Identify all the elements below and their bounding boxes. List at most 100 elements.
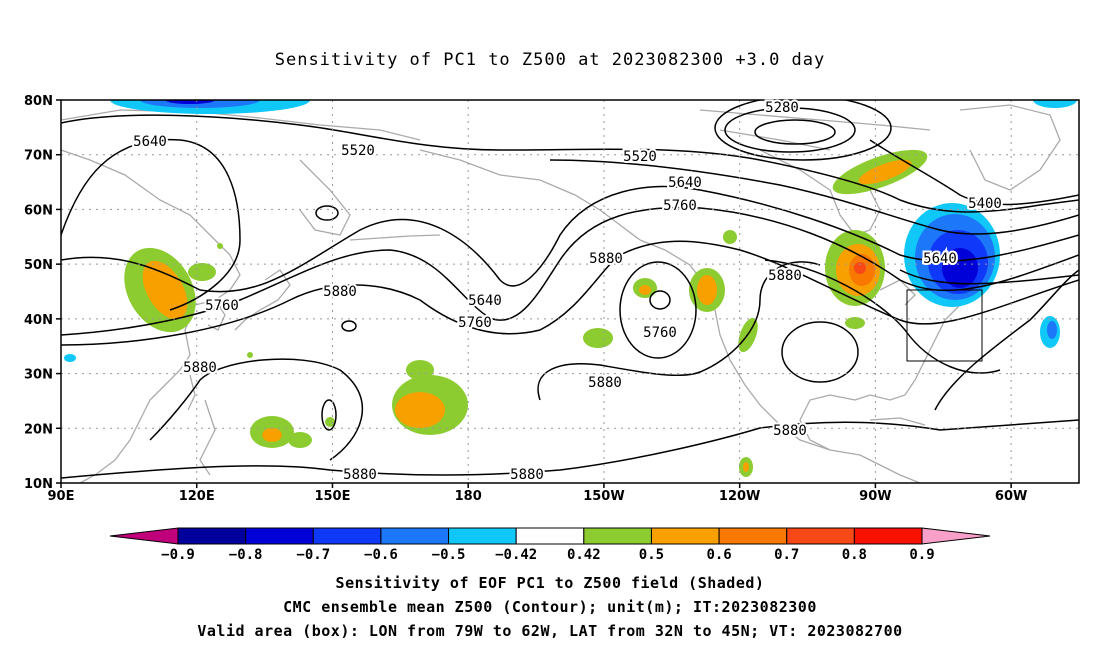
shade-small-2 (247, 352, 253, 358)
coast-great-lakes (879, 279, 916, 306)
colorbar-tick-label: 0.5 (639, 547, 664, 563)
contour-label: 5880 (773, 423, 807, 439)
contour-5880-dot (341, 320, 357, 332)
valid-area-box (906, 289, 983, 362)
shade-pos-cpac-4 (723, 230, 737, 244)
coast-kamchatka (299, 159, 351, 236)
contour-5880-small (321, 399, 337, 431)
lat-label: 20N (24, 422, 53, 437)
lon-label: 150E (314, 489, 350, 504)
shade-pos-mex-c (743, 462, 749, 472)
contour-label: 5880 (323, 284, 357, 300)
contour-labels: 5280 5400 5520 5520 5640 5640 5640 5640 5760 5760… (131, 98, 1004, 485)
contour-5880-south (61, 419, 1079, 479)
shade-neg-west (64, 354, 76, 362)
lon-label: 90W (859, 489, 891, 504)
colorbar-tick-label: −0.6 (364, 547, 398, 563)
latitude-labels: 80N 70N 60N 50N 40N 30N 20N 10N (24, 94, 53, 492)
colorbar-tick-label: 0.42 (567, 547, 601, 563)
colorbar-box (380, 527, 450, 545)
shade-pos-wpac-1-core (262, 428, 282, 442)
lat-label: 50N (24, 258, 53, 273)
sensitivity-shading (64, 100, 1077, 477)
lat-label: 70N (24, 149, 53, 164)
axis-ticks (56, 99, 1012, 488)
colorbar-tick-label: 0.9 (909, 547, 934, 563)
shade-pos-dateline-core (395, 392, 445, 428)
map-panel: 5280 5400 5520 5520 5640 5640 5640 5640 5760 5760… (24, 94, 1080, 504)
lat-label: 10N (24, 477, 53, 492)
lat-label: 40N (24, 313, 53, 328)
colorbar-tick-label: 0.7 (774, 547, 799, 563)
coast-aleutians (349, 234, 441, 241)
coast-arctic-islands (699, 109, 931, 151)
colorbar-tick-label: −0.9 (161, 547, 195, 563)
colorbar-tick-label: 0.8 (842, 547, 867, 563)
colorbar-box (515, 527, 585, 545)
lon-label: 150W (583, 489, 624, 504)
colorbar-tick-label: −0.5 (432, 547, 466, 563)
contour-label: 5640 (468, 293, 502, 309)
caption-line-3: Valid area (box): LON from 79W to 62W, L… (197, 622, 903, 640)
contour-label: 5880 (510, 467, 544, 483)
contour-label: 5760 (643, 325, 677, 341)
colorbar-tick-label: 0.6 (706, 547, 731, 563)
lon-label: 90E (48, 489, 75, 504)
map-frame (60, 99, 1080, 484)
lat-label: 80N (24, 94, 53, 109)
lat-label: 30N (24, 368, 53, 383)
lon-label: 120W (719, 489, 760, 504)
contour-5880-loop (537, 261, 821, 401)
coast-na-west (639, 239, 861, 456)
coast-japan (234, 269, 291, 331)
shade-neg-east-c3 (942, 248, 978, 288)
lon-label: 60W (995, 489, 1027, 504)
colorbar-tick-label: −0.42 (495, 547, 537, 563)
contour-5760-cutoff-in (649, 290, 671, 310)
shade-pos-wpac-2 (288, 432, 312, 448)
contour-5520-a (549, 159, 1079, 235)
coast-gulf (799, 394, 856, 451)
shade-neg-arctic-right (1033, 100, 1077, 108)
lon-label: 120E (179, 489, 215, 504)
contour-label: 5280 (765, 100, 799, 116)
contour-5880-atl (934, 269, 1079, 411)
contour-label: 5880 (768, 268, 802, 284)
contour-5280-mid (724, 107, 856, 153)
contour-5640-left (61, 138, 241, 311)
contour-5400 (869, 139, 1079, 206)
contour-5640-main (61, 185, 1079, 293)
shade-pos-dateline-top (406, 360, 434, 380)
contour-5760-main (61, 206, 1079, 336)
colorbar-tick-label: −0.7 (296, 547, 330, 563)
shade-pos-eastasia-small (188, 263, 216, 281)
colorbar-boxes (109, 527, 991, 545)
colorbar-box (312, 527, 382, 545)
contour-label: 5640 (668, 175, 702, 191)
contour-label: 5760 (458, 315, 492, 331)
coast-hudson (759, 149, 881, 236)
contour-label: 5640 (133, 134, 167, 150)
colorbar-box (853, 527, 923, 545)
contour-label: 5880 (343, 467, 377, 483)
colorbar-box (245, 527, 314, 545)
caption-line-2: CMC ensemble mean Z500 (Contour); unit(m… (283, 598, 817, 616)
colorbar-box (448, 527, 517, 545)
contour-5640-tail (899, 269, 1079, 285)
lat-label: 60N (24, 203, 53, 218)
colorbar-tick-labels: −0.9 −0.8 −0.7 −0.6 −0.5 −0.42 0.42 0.5 0.6 0.7 0.… (161, 547, 935, 563)
shade-small-1 (217, 243, 223, 249)
coast-alaska (419, 149, 641, 241)
shade-pos-cna-small (845, 317, 865, 329)
contour-label: 5520 (341, 143, 375, 159)
shade-pos-cpac-3c (697, 275, 717, 305)
contour-5880-main (61, 240, 1079, 346)
shade-neg-arctic-deep (165, 100, 215, 104)
colorbar-box (718, 527, 788, 545)
colorbar-tick-label: −0.8 (229, 547, 263, 563)
colorbar: −0.9 −0.8 −0.7 −0.6 −0.5 −0.42 0.42 0.5 0.6 0.7 0.… (109, 527, 991, 563)
colorbar-box (177, 527, 247, 545)
contour-5520-north (61, 114, 1079, 213)
contour-label: 5880 (588, 375, 622, 391)
shade-pos-cna-c3 (854, 262, 866, 274)
